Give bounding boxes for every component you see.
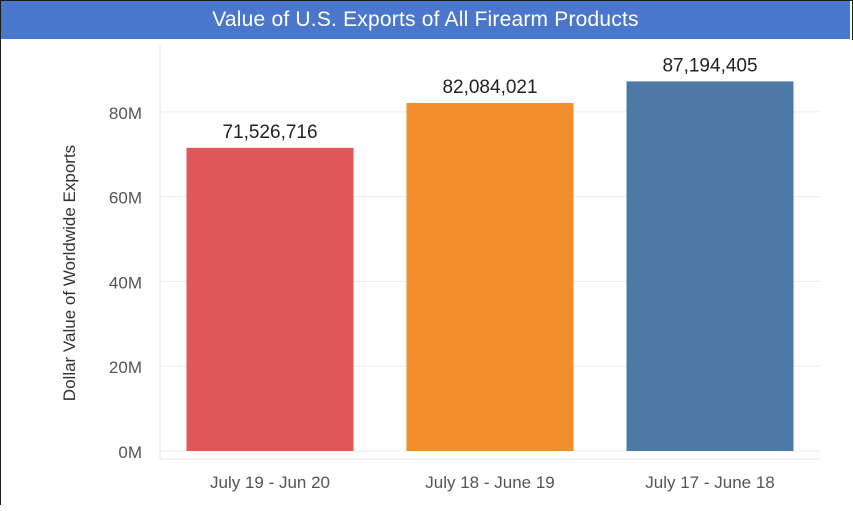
chart-area: 0M 20M 40M 60M 80M July 19 - Jun 20 July 18 - … [0,40,853,506]
x-tick-label: July 18 - June 19 [425,473,554,492]
bar-value-label: 71,526,716 [222,122,317,143]
x-tick-label: July 19 - Jun 20 [210,473,330,492]
y-tick-label: 20M [109,358,142,377]
chart-title: Value of U.S. Exports of All Firearm Pro… [1,1,850,39]
bar [407,103,574,451]
bar [627,81,794,451]
y-tick-label: 80M [109,104,142,123]
y-axis-label: Dollar Value of Worldwide Exports [60,145,79,401]
y-tick-label: 40M [109,273,142,292]
y-tick-label: 0M [118,443,142,462]
x-tick-label: July 17 - June 18 [645,473,774,492]
bar-chart: 0M 20M 40M 60M 80M July 19 - Jun 20 July 18 - … [0,40,853,506]
y-tick-label: 60M [109,189,142,208]
bar-value-label: 87,194,405 [662,55,757,76]
bar-value-label: 82,084,021 [442,77,537,98]
bar [187,148,354,451]
